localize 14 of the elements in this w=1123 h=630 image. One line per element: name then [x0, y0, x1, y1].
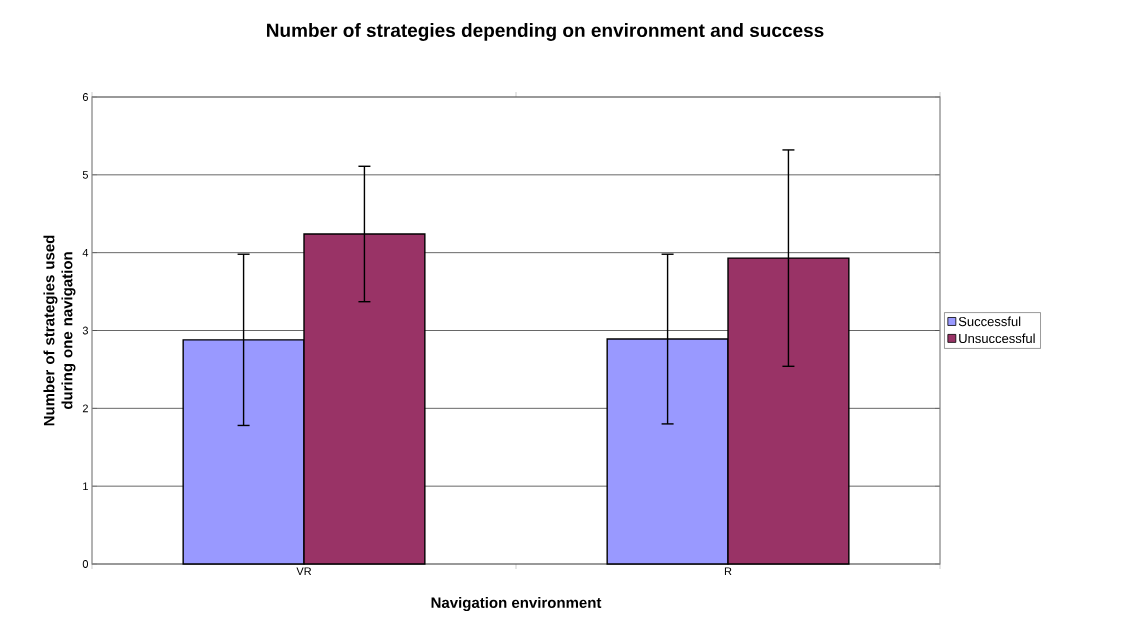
y-tick-label: 3: [82, 326, 88, 335]
y-tick-label: 1: [83, 482, 88, 490]
y-tick-label: 5: [82, 171, 88, 179]
y-tick-label: 2: [82, 404, 88, 413]
legend-label: Successful: [958, 316, 1021, 327]
legend-label: Unsuccessful: [959, 333, 1035, 344]
y-tick-label: 4: [82, 248, 89, 257]
x-tick-label: R: [724, 567, 732, 576]
y-axis-title: Number of strategies used during one navigation: [43, 235, 76, 426]
x-axis-title: Navigation environment: [431, 596, 602, 612]
y-tick-label: 0: [82, 560, 89, 568]
chart-title: Number of strategies depending on environment and success: [267, 23, 824, 41]
x-tick-label: VR: [296, 567, 312, 576]
y-tick-label: 6: [82, 93, 88, 101]
